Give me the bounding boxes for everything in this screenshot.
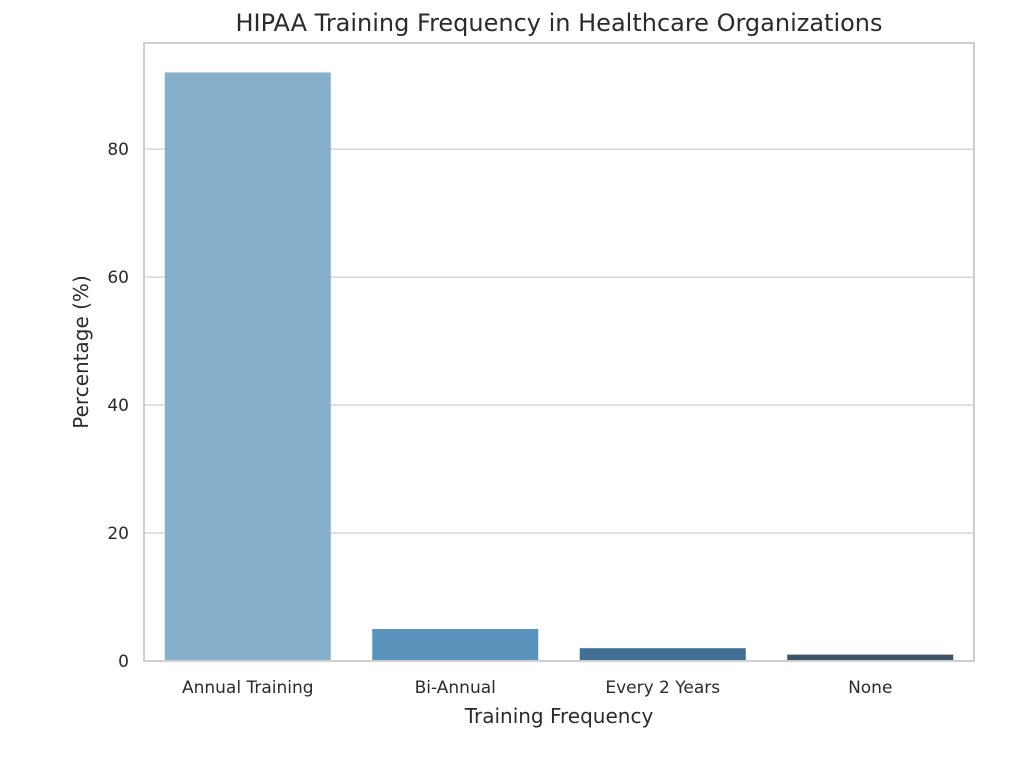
bar-bi-annual [372, 629, 539, 661]
y-tick-label: 40 [107, 396, 129, 416]
x-tick-label: Every 2 Years [605, 678, 720, 698]
y-tick-label: 0 [118, 652, 129, 672]
bar-every-2-years [579, 648, 746, 661]
y-axis-label: Percentage (%) [69, 275, 93, 428]
y-tick-labels: 0 20 40 60 80 [107, 140, 129, 672]
x-tick-label: Bi-Annual [415, 678, 496, 698]
y-tick-label: 20 [107, 524, 129, 544]
chart-title: HIPAA Training Frequency in Healthcare O… [235, 9, 882, 37]
y-tick-label: 60 [107, 268, 129, 288]
y-tick-label: 80 [107, 140, 129, 160]
x-tick-labels: Annual Training Bi-Annual Every 2 Years Non… [182, 678, 892, 698]
x-axis-label: Training Frequency [464, 704, 654, 728]
bars [164, 72, 954, 661]
bar-none [787, 654, 954, 661]
bar-annual-training [164, 72, 331, 661]
x-tick-label: None [848, 678, 892, 698]
plot-frame [143, 42, 975, 662]
x-tick-label: Annual Training [182, 678, 314, 698]
